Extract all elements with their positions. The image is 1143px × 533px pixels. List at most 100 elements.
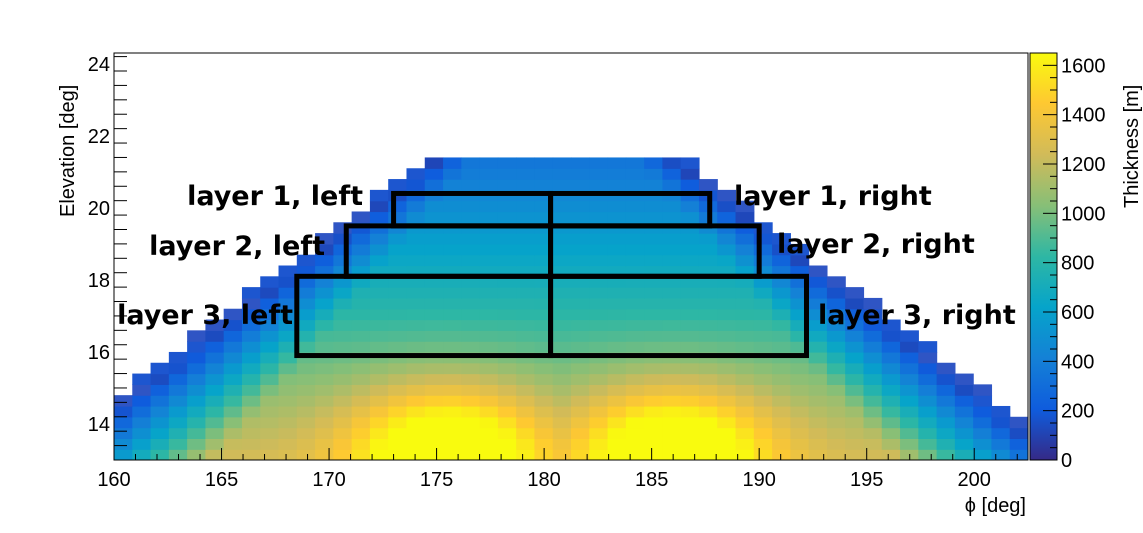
heatmap-cell <box>918 373 938 385</box>
heatmap-cell <box>479 308 499 321</box>
heatmap-cell <box>461 449 481 460</box>
heatmap-cell <box>315 276 334 288</box>
heatmap-cell <box>552 287 572 299</box>
heatmap-cell <box>936 362 956 375</box>
heatmap-cell <box>479 211 499 223</box>
heatmap-cell <box>187 438 206 450</box>
colorbar-tick-label: 0 <box>1061 450 1072 472</box>
heatmap-cell <box>826 287 846 299</box>
heatmap-cell <box>315 243 334 256</box>
heatmap-cell <box>625 179 645 191</box>
heatmap-cell <box>571 449 590 460</box>
heatmap-cell <box>698 427 718 439</box>
colorbar <box>1029 52 1058 461</box>
heatmap-cell <box>607 395 627 407</box>
heatmap-cell <box>826 438 846 450</box>
heatmap-cell <box>790 341 810 353</box>
heatmap-cell <box>443 254 462 267</box>
heatmap-cell <box>644 297 663 310</box>
heatmap-cell <box>918 395 938 407</box>
heatmap-cell <box>424 308 444 321</box>
heatmap-cell <box>406 200 426 213</box>
heatmap-cell <box>735 287 755 299</box>
heatmap-cell <box>571 254 590 267</box>
heatmap-cell <box>717 308 737 321</box>
heatmap-cell <box>662 297 682 310</box>
heatmap-cell <box>534 265 554 277</box>
heatmap-cell <box>497 330 517 342</box>
heatmap-cell <box>333 265 353 277</box>
heatmap-cell <box>461 157 481 169</box>
heatmap-cell <box>680 449 700 460</box>
heatmap-cell <box>497 200 517 213</box>
heatmap-cell <box>735 427 755 439</box>
heatmap-cell <box>534 341 554 353</box>
heatmap-cell <box>680 373 700 385</box>
heatmap-cell <box>479 416 499 429</box>
heatmap-cell <box>571 211 590 223</box>
heatmap-cell <box>132 405 152 418</box>
heatmap-cell <box>552 427 572 439</box>
heatmap-cell <box>753 276 773 288</box>
heatmap-cell <box>625 427 645 439</box>
heatmap-cell <box>278 438 298 450</box>
heatmap-cell <box>278 395 298 407</box>
heatmap-cell <box>296 427 316 439</box>
heatmap-cell <box>205 395 225 407</box>
heatmap-cell <box>351 427 371 439</box>
heatmap-cell <box>973 405 993 418</box>
heatmap-cell <box>497 438 517 450</box>
heatmap-cell <box>333 416 353 429</box>
heatmap-cell <box>296 438 316 450</box>
heatmap-cell <box>808 416 828 429</box>
x-axis: 160 165 170 175 180 185 190 195 200 <box>97 448 1018 491</box>
heatmap-cell <box>333 222 353 234</box>
heatmap-cell <box>662 449 682 460</box>
heatmap-cell <box>296 405 316 418</box>
heatmap-cell <box>241 427 261 439</box>
heatmap-cell <box>479 341 499 353</box>
heatmap-cell <box>187 341 206 353</box>
heatmap-cell <box>461 233 481 245</box>
heatmap-cell <box>424 330 444 342</box>
heatmap-cell <box>753 222 773 234</box>
heatmap-cell <box>187 373 206 385</box>
heatmap-cell <box>369 438 389 450</box>
heatmap-cell <box>461 287 481 299</box>
heatmap-cell <box>772 438 791 450</box>
heatmap-cell <box>388 179 408 191</box>
heatmap-cell <box>369 395 389 407</box>
heatmap-cell <box>753 405 773 418</box>
heatmap-cell <box>479 438 499 450</box>
y-tick-label: 14 <box>88 414 110 436</box>
heatmap-cell <box>571 341 590 353</box>
heatmap-cell <box>589 179 609 191</box>
heatmap-cell <box>461 211 481 223</box>
heatmap-cell <box>260 416 280 429</box>
heatmap-cell <box>534 438 554 450</box>
heatmap-cell <box>936 416 956 429</box>
heatmap-cell <box>168 351 188 364</box>
heatmap-cell <box>150 416 170 429</box>
heatmap-cell <box>826 297 846 310</box>
heatmap-cell <box>351 265 371 277</box>
heatmap-cell <box>790 438 810 450</box>
colorbar-tick-label: 600 <box>1061 302 1094 324</box>
plot-frame <box>113 52 1029 461</box>
heatmap-cell <box>260 341 280 353</box>
heatmap-cell <box>826 395 846 407</box>
heatmap-cell <box>954 384 974 396</box>
heatmap-cell <box>790 384 810 396</box>
heatmap-cell <box>698 449 718 460</box>
heatmap-cell <box>973 427 993 439</box>
heatmap-cell <box>534 308 554 321</box>
heatmap-cell <box>241 449 261 460</box>
heatmap-cell <box>223 351 243 364</box>
heatmap-cell <box>168 427 188 439</box>
heatmap-cell <box>241 405 261 418</box>
heatmap-cell <box>296 416 316 429</box>
heatmap-cell <box>826 416 846 429</box>
heatmap-cell <box>717 405 737 418</box>
heatmap-cell <box>114 416 133 429</box>
heatmap-cell <box>644 168 663 180</box>
